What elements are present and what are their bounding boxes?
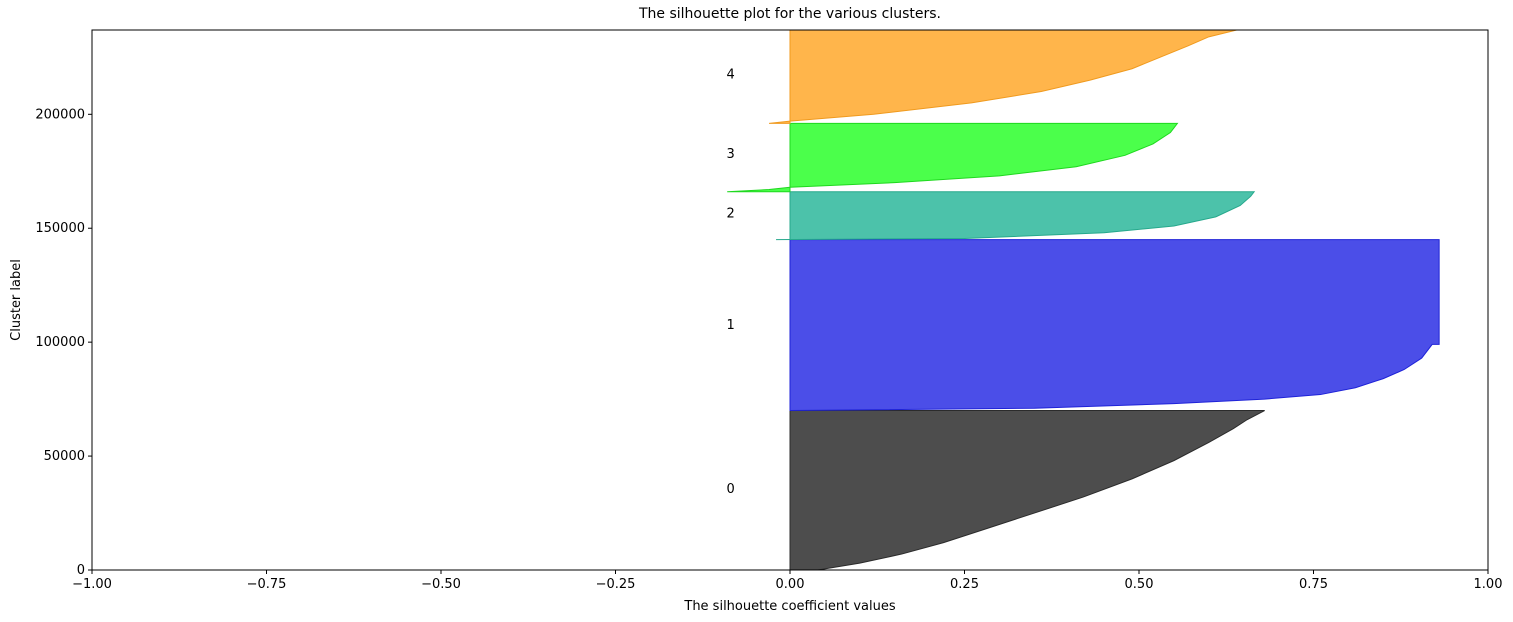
x-tick-label: −0.50 [421,577,461,592]
cluster-area-4 [769,29,1237,124]
x-tick-label: 0.50 [1125,577,1154,592]
cluster-area-3 [727,122,1179,193]
cluster-label-0: 0 [727,482,735,497]
x-tick-label: 1.00 [1474,577,1503,592]
y-axis-ticks: 0 50000 100000 150000 200000 [35,107,92,578]
y-tick-label: 50000 [44,449,85,464]
cluster-label-4: 4 [727,67,735,82]
chart-title: The silhouette plot for the various clus… [638,6,941,22]
cluster-area-2 [776,191,1256,241]
y-tick-label: 0 [77,563,85,578]
x-tick-label: −0.75 [247,577,287,592]
cluster-label-2: 2 [727,206,735,221]
x-axis-ticks: −1.00 −0.75 −0.50 −0.25 0.00 0.25 0.50 0.75 1.00 [72,570,1502,592]
y-tick-label: 200000 [35,107,85,122]
x-tick-label: 0.75 [1299,577,1328,592]
cluster-labels: 0 1 2 3 4 [727,67,735,497]
x-tick-label: −0.25 [596,577,636,592]
cluster-area-0 [789,410,1265,571]
y-axis-label: Cluster label [9,259,24,341]
x-tick-label: 0.00 [776,577,805,592]
y-tick-label: 100000 [35,335,85,350]
y-tick-label: 150000 [35,221,85,236]
cluster-label-3: 3 [727,147,735,162]
x-tick-label: −1.00 [72,577,112,592]
x-tick-label: 0.25 [950,577,979,592]
cluster-label-1: 1 [727,318,735,333]
x-axis-label: The silhouette coefficient values [683,599,895,614]
cluster-areas [727,29,1440,571]
cluster-area-1 [789,239,1440,412]
